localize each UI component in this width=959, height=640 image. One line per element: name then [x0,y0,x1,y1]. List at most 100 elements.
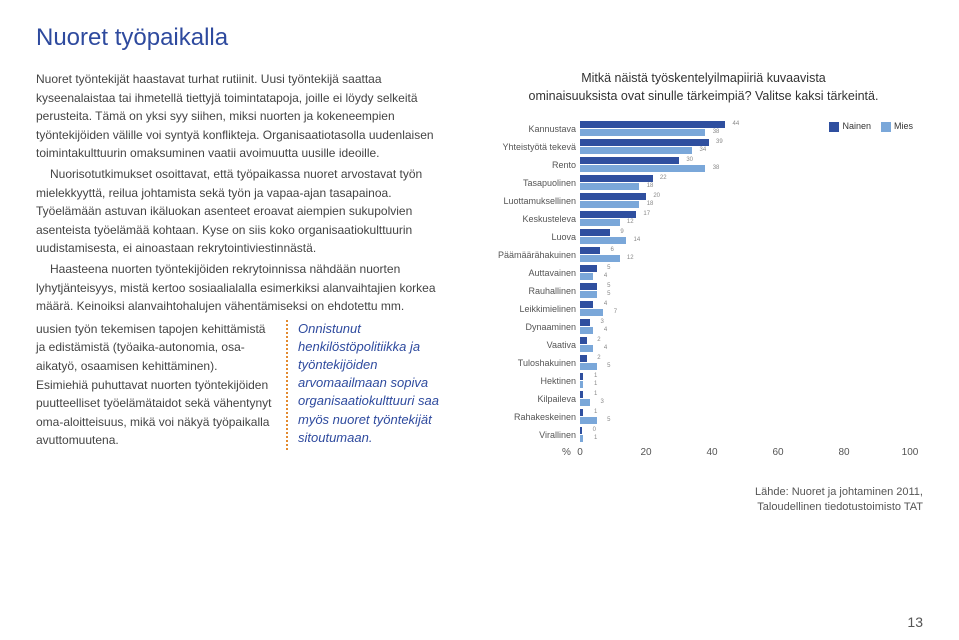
bar-male: 5 [580,291,597,298]
bar-female: 44 [580,121,725,128]
bar-row: Kilpaileva13 [580,391,923,407]
callout-quote: Onnistunut henkilöstöpolitiikka ja työnt… [286,320,456,450]
bar-row: Yhteistyötä tekevä3934 [580,139,923,155]
bar-pair: 13 [580,391,923,407]
bars-container: Kannustava4438 Yhteistyötä tekevä3934 Rent… [580,121,923,443]
bar-female: 1 [580,373,583,380]
bar-category-label: Tasapuolinen [484,175,576,191]
bar-pair: 3934 [580,139,923,155]
axis-tick: 80 [838,447,849,458]
bar-male: 5 [580,417,597,424]
bar-pair: 25 [580,355,923,371]
bar-pair: 1712 [580,211,923,227]
bar-row: Rauhallinen55 [580,283,923,299]
bar-row: Rento3038 [580,157,923,173]
bar-row: Hektinen11 [580,373,923,389]
bar-chart: Nainen Mies Kannustava4438Yhteistyötä te… [484,121,923,465]
bar-category-label: Yhteistyötä tekevä [484,139,576,155]
bar-pair: 11 [580,373,923,389]
bar-female: 9 [580,229,610,236]
bar-category-label: Rento [484,157,576,173]
bar-category-label: Luova [484,229,576,245]
bar-male: 12 [580,219,620,226]
chart-title: Mitkä näistä työskentelyilmapiiriä kuvaa… [484,70,923,105]
bar-pair: 01 [580,427,923,443]
axis-tick: 0 [577,447,583,458]
bar-row: Kannustava4438 [580,121,923,137]
bar-female: 3 [580,319,590,326]
bar-row: Vaativa24 [580,337,923,353]
bar-row: Luova914 [580,229,923,245]
bar-male: 34 [580,147,692,154]
axis-unit-label: % [562,447,571,458]
bar-pair: 4438 [580,121,923,137]
bar-category-label: Hektinen [484,373,576,389]
bar-female: 0 [580,427,582,434]
bar-category-label: Tuloshakuinen [484,355,576,371]
paragraph-2: Nuorisotutkimukset osoittavat, että työp… [36,165,456,258]
bar-male: 18 [580,183,639,190]
bar-category-label: Dynaaminen [484,319,576,335]
page-title: Nuoret työpaikalla [36,24,923,52]
bar-male: 38 [580,165,705,172]
x-axis: % 020406080100 [580,447,923,465]
bar-pair: 54 [580,265,923,281]
bar-female: 5 [580,265,597,272]
bar-male: 5 [580,363,597,370]
bar-row: Auttavainen54 [580,265,923,281]
source-line2: Taloudellinen tiedotustoimisto TAT [757,501,923,513]
source-line1: Lähde: Nuoret ja johtaminen 2011, [755,486,923,498]
bar-category-label: Virallinen [484,427,576,443]
bar-female: 1 [580,409,583,416]
axis-tick: 20 [640,447,651,458]
bar-pair: 55 [580,283,923,299]
bar-category-label: Luottamuksellinen [484,193,576,209]
paragraph-3: Haasteena nuorten työntekijöiden rekryto… [36,260,456,316]
bar-male: 4 [580,345,593,352]
body-text-column: Nuoret työntekijät haastavat turhat ruti… [36,70,456,516]
axis-tick: 60 [772,447,783,458]
bar-female: 1 [580,391,583,398]
bar-row: Virallinen01 [580,427,923,443]
bar-pair: 47 [580,301,923,317]
bar-female: 17 [580,211,636,218]
bar-category-label: Kilpaileva [484,391,576,407]
bar-category-label: Leikkimielinen [484,301,576,317]
bar-pair: 15 [580,409,923,425]
bar-category-label: Päämäärähakuinen [484,247,576,263]
bar-row: Dynaaminen34 [580,319,923,335]
bar-pair: 914 [580,229,923,245]
bar-male: 1 [580,435,583,442]
chart-source: Lähde: Nuoret ja johtaminen 2011, Taloud… [484,485,923,516]
bar-female: 39 [580,139,709,146]
bar-male: 38 [580,129,705,136]
bar-female: 2 [580,355,587,362]
bar-male: 12 [580,255,620,262]
bar-row: Keskusteleva1712 [580,211,923,227]
bar-row: Tasapuolinen2218 [580,175,923,191]
bar-pair: 2018 [580,193,923,209]
bar-category-label: Rauhallinen [484,283,576,299]
bar-male: 3 [580,399,590,406]
bar-category-label: Rahakeskeinen [484,409,576,425]
bar-row: Päämäärähakuinen612 [580,247,923,263]
bar-male: 18 [580,201,639,208]
bar-male: 4 [580,273,593,280]
bar-female: 22 [580,175,653,182]
content-columns: Nuoret työntekijät haastavat turhat ruti… [36,70,923,516]
chart-title-line2: ominaisuuksista ovat sinulle tärkeimpiä?… [529,89,879,103]
axis-tick: 40 [706,447,717,458]
bottom-row: uusien työn tekemisen tapojen kehittämis… [36,320,456,450]
bar-female: 2 [580,337,587,344]
bar-female: 30 [580,157,679,164]
bar-category-label: Kannustava [484,121,576,137]
bar-female: 20 [580,193,646,200]
bar-pair: 612 [580,247,923,263]
bar-female: 4 [580,301,593,308]
bar-row: Rahakeskeinen15 [580,409,923,425]
callout-text: Onnistunut henkilöstöpolitiikka ja työnt… [298,321,439,445]
bar-category-label: Auttavainen [484,265,576,281]
bar-male: 4 [580,327,593,334]
bar-male: 1 [580,381,583,388]
bar-pair: 3038 [580,157,923,173]
